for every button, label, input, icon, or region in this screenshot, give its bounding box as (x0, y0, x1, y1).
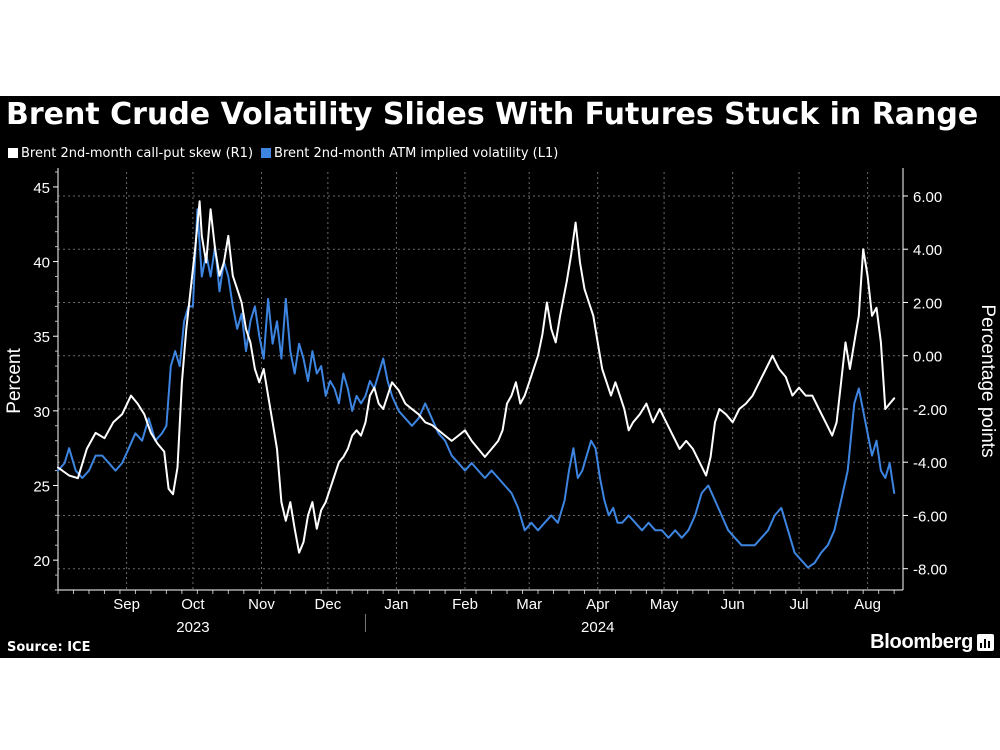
brand-name: Bloomberg (870, 631, 973, 653)
right-tick-label: -4.00 (913, 455, 947, 472)
legend-swatch-skew (8, 148, 18, 158)
axes: -8.00 -6.00 -4.00 -2.00 0.00 2.00 4.00 6.00 Sep O… (4, 168, 998, 636)
right-tick-label: 0.00 (913, 349, 942, 366)
left-tick-label: 30 (33, 404, 50, 421)
bloomberg-logo: Bloomberg (870, 631, 994, 654)
x-tick-label: Feb (452, 596, 478, 613)
chart-legend: Brent 2nd-month call-put skew (R1) Brent… (8, 144, 566, 162)
legend-label-skew: Brent 2nd-month call-put skew (R1) (21, 145, 254, 161)
right-tick-label: -8.00 (913, 562, 947, 579)
x-tick-label: Jun (721, 596, 745, 613)
x-tick-label: Aug (854, 596, 881, 613)
legend-item-skew: Brent 2nd-month call-put skew (R1) (8, 146, 253, 161)
grid-lines (58, 172, 903, 590)
legend-item-iv: Brent 2nd-month ATM implied volatility (… (261, 146, 558, 161)
left-tick-label: 25 (33, 479, 50, 496)
left-tick-label: 35 (33, 329, 50, 346)
legend-label-iv: Brent 2nd-month ATM implied volatility (… (274, 145, 559, 161)
right-tick-label: 4.00 (913, 242, 942, 259)
source-note: Source: ICE (7, 640, 91, 655)
left-tick-label: 40 (33, 255, 50, 272)
year-label: 2023 (176, 619, 209, 636)
right-tick-label: -2.00 (913, 402, 947, 419)
left-tick-label: 20 (33, 553, 50, 570)
left-tick-label: 45 (33, 180, 50, 197)
right-tick-label: 2.00 (913, 295, 942, 312)
legend-swatch-iv (261, 148, 272, 158)
x-tick-label: Apr (586, 596, 609, 613)
series-lines (57, 200, 896, 569)
x-tick-label: May (650, 596, 679, 613)
right-tick-label: -6.00 (913, 508, 947, 525)
chart-panel: Brent Crude Volatility Slides With Futur… (0, 96, 1000, 658)
right-axis-title: Percentage points (977, 304, 998, 457)
x-tick-label: Jul (789, 596, 808, 613)
chart-plot: -8.00 -6.00 -4.00 -2.00 0.00 2.00 4.00 6.00 Sep O… (4, 168, 998, 636)
x-tick-label: Oct (181, 596, 205, 613)
year-label: 2024 (581, 619, 614, 636)
chart-title: Brent Crude Volatility Slides With Futur… (6, 97, 979, 132)
x-tick-label: Jan (384, 596, 408, 613)
right-tick-label: 6.00 (913, 189, 942, 206)
x-tick-label: Dec (315, 596, 342, 613)
x-tick-label: Nov (248, 596, 275, 613)
x-tick-label: Mar (516, 596, 542, 613)
x-tick-label: Sep (113, 596, 140, 613)
series-line-skew (57, 200, 896, 554)
series-line-iv (57, 208, 896, 569)
bars-icon (977, 634, 994, 651)
left-axis-title: Percent (4, 348, 25, 414)
